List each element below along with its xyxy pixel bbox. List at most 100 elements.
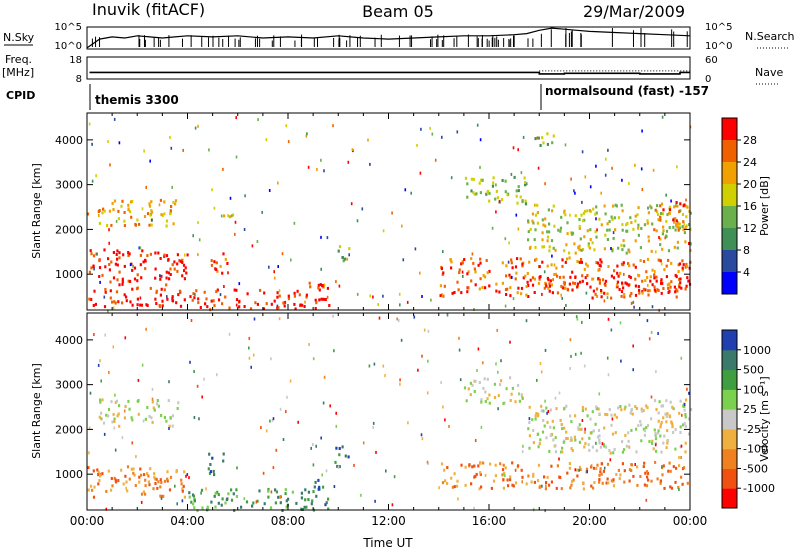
heatmap-cell <box>528 446 531 450</box>
heatmap-cell <box>131 200 134 203</box>
heatmap-cell <box>238 282 241 286</box>
heatmap-cell <box>665 235 668 239</box>
heatmap-cell <box>144 478 147 482</box>
heatmap-cell <box>149 286 152 290</box>
heatmap-cell <box>150 223 153 227</box>
heatmap-cell <box>554 396 557 400</box>
heatmap-cell <box>580 213 583 217</box>
colorbar-swatch <box>722 369 737 390</box>
heatmap-cell <box>570 438 573 442</box>
heatmap-cell <box>175 470 178 474</box>
heatmap-cell <box>510 392 513 396</box>
heatmap-cell <box>653 428 656 432</box>
heatmap-cell <box>231 213 235 217</box>
heatmap-cell <box>108 241 110 245</box>
heatmap-cell <box>332 314 334 318</box>
heatmap-cell <box>166 479 169 483</box>
heatmap-cell <box>534 228 537 232</box>
heatmap-cell <box>551 141 554 145</box>
heatmap-cell <box>521 480 523 484</box>
heatmap-cell <box>185 474 187 478</box>
heatmap-cell <box>501 198 504 202</box>
heatmap-cell <box>508 241 510 245</box>
xtick-label: 00:00 <box>673 514 708 528</box>
heatmap-cell <box>101 472 104 476</box>
heatmap-cell <box>289 379 292 383</box>
heatmap-cell <box>267 489 270 493</box>
heatmap-cell <box>664 236 666 240</box>
heatmap-cell <box>324 503 327 507</box>
heatmap-cell <box>560 215 563 219</box>
heatmap-cell <box>511 386 514 390</box>
heatmap-cell <box>495 282 498 286</box>
heatmap-cell <box>457 497 459 501</box>
heatmap-cell <box>101 211 104 215</box>
heatmap-cell <box>550 464 553 468</box>
heatmap-cell <box>642 260 646 263</box>
heatmap-cell <box>142 419 145 423</box>
heatmap-cell <box>291 490 294 494</box>
heatmap-cell <box>523 176 526 180</box>
heatmap-cell <box>203 290 206 294</box>
heatmap-cell <box>548 483 551 487</box>
heatmap-cell <box>121 301 124 305</box>
colorbar-tick-label: -1000 <box>743 482 775 495</box>
heatmap-cell <box>539 275 542 279</box>
heatmap-cell <box>478 181 481 185</box>
heatmap-cell <box>595 235 598 239</box>
heatmap-cell <box>594 422 597 426</box>
heatmap-cell <box>579 280 582 284</box>
heatmap-cell <box>516 201 519 205</box>
heatmap-cell <box>591 445 594 449</box>
heatmap-cell <box>113 476 116 480</box>
heatmap-cell <box>526 280 529 284</box>
heatmap-cell <box>323 297 326 301</box>
heatmap-cell <box>570 483 573 487</box>
cpid-entry-themis: themis 3300 <box>95 93 179 107</box>
heatmap-cell <box>215 290 218 294</box>
heatmap-cell <box>651 268 654 272</box>
heatmap-cell <box>569 338 572 342</box>
heatmap-cell <box>277 181 279 185</box>
colorbar-tick-label: 8 <box>743 244 750 257</box>
heatmap-cell <box>482 386 485 390</box>
heatmap-cell <box>423 328 426 332</box>
heatmap-cell <box>570 447 573 451</box>
heatmap-cell <box>598 278 601 282</box>
heatmap-cell <box>505 293 508 296</box>
heatmap-cell <box>678 262 682 266</box>
heatmap-cell <box>626 222 629 225</box>
heatmap-cell <box>420 433 423 437</box>
heatmap-cell <box>148 414 151 418</box>
heatmap-cell <box>502 463 505 467</box>
heatmap-cell <box>682 404 685 408</box>
heatmap-cell <box>680 444 683 448</box>
heatmap-cell <box>509 399 512 402</box>
heatmap-cell <box>149 252 152 256</box>
heatmap-cell <box>540 404 543 408</box>
heatmap-cell <box>479 461 482 465</box>
heatmap-cell <box>599 264 602 268</box>
heatmap-cell <box>440 381 442 384</box>
heatmap-cell <box>684 415 687 419</box>
heatmap-cell <box>183 495 186 499</box>
heatmap-cell <box>574 276 577 279</box>
heatmap-cell <box>99 398 102 402</box>
heatmap-cell <box>555 486 558 490</box>
heatmap-cell <box>320 235 322 239</box>
heatmap-cell <box>480 400 483 404</box>
heatmap-cell <box>606 356 609 360</box>
heatmap-cell <box>494 197 497 201</box>
heatmap-cell <box>668 208 672 212</box>
heatmap-cell <box>597 261 600 265</box>
heatmap-cell <box>627 431 630 435</box>
heatmap-cell <box>299 303 302 307</box>
heatmap-cell <box>87 466 90 470</box>
heatmap-cell <box>653 288 656 292</box>
heatmap-cell <box>322 485 325 489</box>
heatmap-cell <box>211 188 213 192</box>
heatmap-cell <box>227 271 229 275</box>
heatmap-cell <box>460 262 463 266</box>
heatmap-cell <box>216 269 219 273</box>
heatmap-cell <box>230 488 233 492</box>
